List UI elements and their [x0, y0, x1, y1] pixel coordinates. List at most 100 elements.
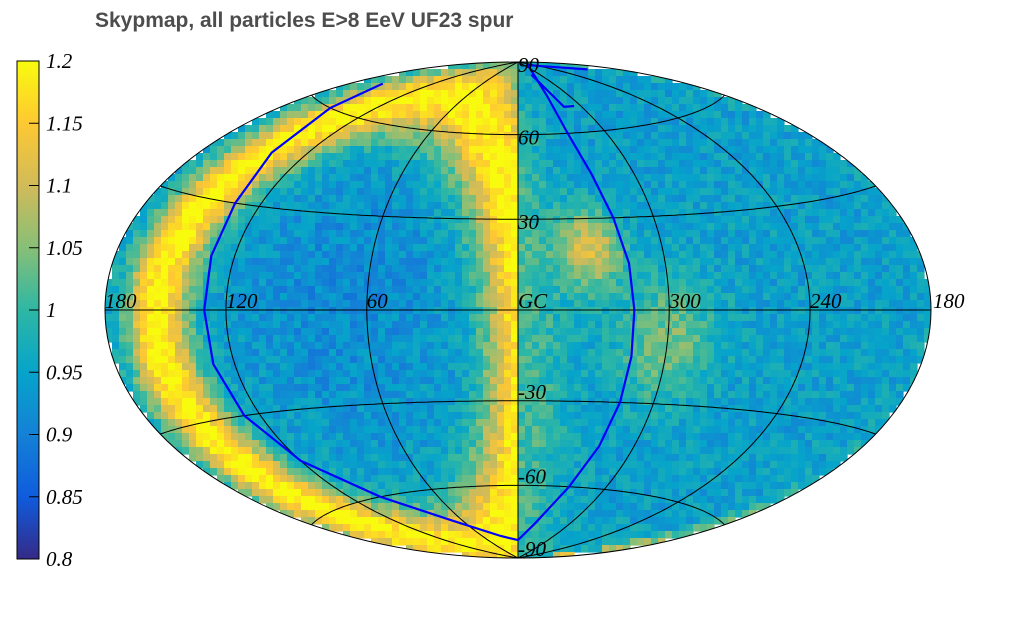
heatmap-cell — [595, 321, 603, 329]
heatmap-cell — [140, 377, 148, 385]
heatmap-cell — [287, 167, 295, 175]
heatmap-cell — [581, 370, 589, 378]
heatmap-cell — [175, 314, 183, 322]
heatmap-cell — [742, 202, 750, 210]
heatmap-cell — [553, 209, 561, 217]
heatmap-cell — [448, 377, 456, 385]
heatmap-cell — [490, 216, 498, 224]
heatmap-cell — [735, 405, 743, 413]
heatmap-cell — [259, 363, 267, 371]
heatmap-cell — [238, 307, 246, 315]
heatmap-cell — [343, 251, 351, 259]
heatmap-cell — [105, 286, 113, 294]
heatmap-cell — [140, 391, 148, 399]
heatmap-cell — [847, 244, 855, 252]
heatmap-cell — [357, 349, 365, 357]
heatmap-cell — [336, 167, 344, 175]
heatmap-cell — [581, 293, 589, 301]
heatmap-cell — [469, 286, 477, 294]
heatmap-cell — [483, 272, 491, 280]
heatmap-cell — [147, 314, 155, 322]
heatmap-cell — [686, 237, 694, 245]
heatmap-cell — [350, 258, 358, 266]
heatmap-cell — [175, 279, 183, 287]
heatmap-cell — [679, 244, 687, 252]
heatmap-cell — [203, 174, 211, 182]
heatmap-cell — [462, 132, 470, 140]
heatmap-cell — [567, 139, 575, 147]
heatmap-cell — [350, 328, 358, 336]
heatmap-cell — [217, 398, 225, 406]
heatmap-cell — [399, 328, 407, 336]
heatmap-cell — [196, 328, 204, 336]
heatmap-cell — [497, 62, 505, 70]
heatmap-cell — [497, 293, 505, 301]
heatmap-cell — [539, 76, 547, 84]
heatmap-cell — [637, 244, 645, 252]
heatmap-cell — [245, 377, 253, 385]
heatmap-cell — [812, 363, 820, 371]
heatmap-cell — [224, 153, 232, 161]
heatmap-cell — [238, 300, 246, 308]
heatmap-cell — [777, 216, 785, 224]
heatmap-cell — [546, 146, 554, 154]
heatmap-cell — [511, 377, 519, 385]
heatmap-cell — [196, 272, 204, 280]
heatmap-cell — [910, 293, 918, 301]
heatmap-cell — [385, 384, 393, 392]
heatmap-cell — [518, 272, 526, 280]
heatmap-cell — [889, 321, 897, 329]
heatmap-cell — [455, 209, 463, 217]
heatmap-cell — [455, 335, 463, 343]
heatmap-cell — [889, 342, 897, 350]
heatmap-cell — [287, 314, 295, 322]
heatmap-cell — [280, 314, 288, 322]
heatmap-cell — [378, 286, 386, 294]
heatmap-cell — [287, 118, 295, 126]
heatmap-cell — [581, 230, 589, 238]
heatmap-cell — [231, 265, 239, 273]
heatmap-cell — [294, 181, 302, 189]
heatmap-cell — [427, 139, 435, 147]
heatmap-cell — [112, 258, 120, 266]
heatmap-cell — [861, 293, 869, 301]
heatmap-cell — [119, 349, 127, 357]
heatmap-cell — [294, 104, 302, 112]
heatmap-cell — [462, 139, 470, 147]
heatmap-cell — [308, 405, 316, 413]
heatmap-cell — [189, 237, 197, 245]
heatmap-cell — [714, 398, 722, 406]
heatmap-cell — [364, 300, 372, 308]
heatmap-cell — [301, 377, 309, 385]
heatmap-cell — [574, 160, 582, 168]
heatmap-cell — [567, 181, 575, 189]
heatmap-cell — [630, 195, 638, 203]
heatmap-cell — [420, 216, 428, 224]
heatmap-cell — [770, 167, 778, 175]
heatmap-cell — [847, 307, 855, 315]
heatmap-cell — [168, 363, 176, 371]
heatmap-cell — [518, 321, 526, 329]
heatmap-cell — [504, 237, 512, 245]
heatmap-cell — [812, 265, 820, 273]
heatmap-cell — [623, 300, 631, 308]
heatmap-cell — [637, 83, 645, 91]
heatmap-cell — [196, 167, 204, 175]
heatmap-cell — [336, 244, 344, 252]
heatmap-cell — [287, 195, 295, 203]
heatmap-cell — [315, 125, 323, 133]
heatmap-cell — [686, 293, 694, 301]
heatmap-cell — [343, 258, 351, 266]
heatmap-cell — [168, 349, 176, 357]
heatmap-cell — [280, 195, 288, 203]
heatmap-cell — [182, 167, 190, 175]
heatmap-cell — [203, 216, 211, 224]
heatmap-cell — [343, 146, 351, 154]
heatmap-cell — [532, 349, 540, 357]
heatmap-cell — [308, 398, 316, 406]
heatmap-cell — [756, 377, 764, 385]
heatmap-cell — [609, 111, 617, 119]
heatmap-cell — [707, 160, 715, 168]
heatmap-cell — [539, 251, 547, 259]
heatmap-cell — [399, 195, 407, 203]
